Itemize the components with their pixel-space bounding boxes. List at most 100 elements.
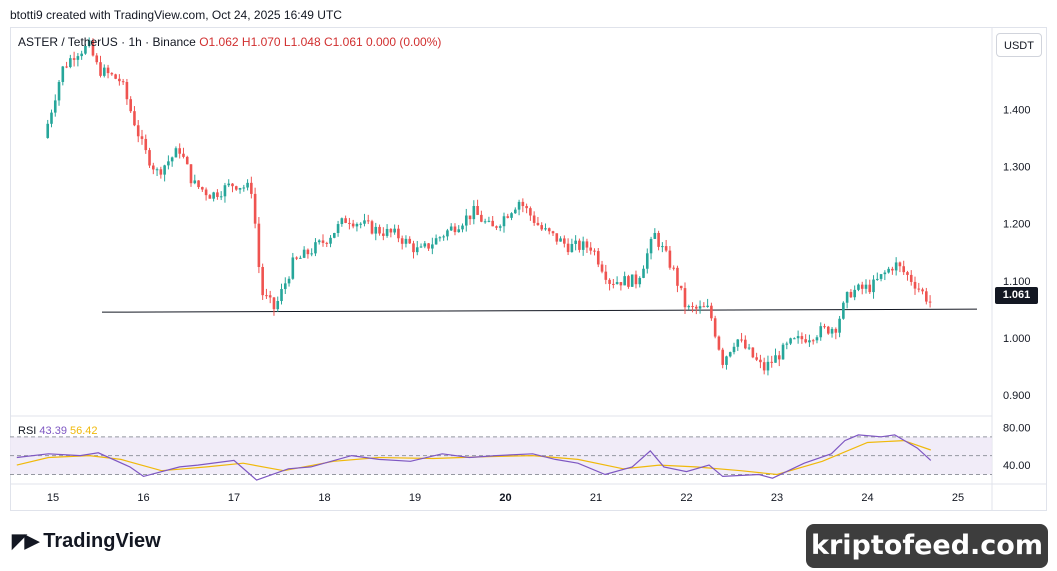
- candle-body: [446, 230, 449, 237]
- candle-body: [261, 267, 264, 296]
- rsi-tick-label: 80.00: [1003, 422, 1031, 434]
- candle-body: [291, 257, 295, 279]
- candle-body: [378, 226, 381, 234]
- candle-body: [272, 297, 276, 310]
- candle-body: [593, 250, 596, 252]
- candle-body: [170, 157, 174, 162]
- currency-button[interactable]: USDT: [996, 33, 1042, 57]
- candle-body: [608, 279, 611, 284]
- candle-body: [102, 67, 106, 76]
- candle-body: [634, 274, 638, 285]
- candle-body: [65, 66, 68, 68]
- candle-body: [287, 278, 291, 284]
- candle-body: [242, 187, 246, 189]
- time-tick-label: 15: [47, 492, 59, 504]
- tradingview-logo[interactable]: ◤▶ TradingView: [12, 530, 161, 553]
- candle-body: [630, 274, 634, 287]
- candle-body: [397, 228, 400, 239]
- candle-body: [525, 206, 528, 209]
- candle-body: [838, 318, 841, 333]
- candle-body: [789, 338, 792, 344]
- candle-body: [400, 238, 404, 244]
- candle-body: [412, 243, 415, 253]
- candle-body: [698, 306, 702, 309]
- candle-body: [148, 150, 151, 166]
- rsi-legend[interactable]: RSI 43.39 56.42: [18, 425, 98, 437]
- candle-body: [540, 225, 543, 230]
- candle-body: [333, 233, 336, 238]
- candle-body: [600, 264, 604, 272]
- candle-body: [208, 195, 212, 199]
- candle-body: [317, 240, 321, 243]
- candle-body: [800, 336, 804, 340]
- time-tick-label: 24: [861, 492, 873, 504]
- candle-body: [310, 253, 313, 255]
- candle-body: [664, 246, 668, 251]
- candle-body: [649, 238, 653, 254]
- candle-body: [283, 283, 287, 290]
- candle-body: [713, 318, 717, 337]
- symbol-label[interactable]: ASTER / TetherUS · 1h · Binance: [18, 35, 196, 49]
- candle-body: [53, 100, 57, 113]
- rsi-value: 43.39: [39, 425, 67, 437]
- candle-body: [506, 216, 510, 218]
- candle-body: [876, 278, 879, 280]
- candle-body: [808, 340, 811, 343]
- candle-body: [774, 355, 777, 363]
- candle-body: [547, 228, 551, 232]
- candle-body: [883, 272, 887, 275]
- candle-body: [144, 138, 148, 151]
- candle-body: [464, 215, 468, 226]
- candle-body: [385, 228, 389, 236]
- candle-body: [427, 243, 430, 249]
- candle-body: [872, 279, 875, 293]
- ohlc-values: O1.062 H1.070 L1.048 C1.061 0.000 (0.00%…: [199, 35, 442, 49]
- candle-body: [842, 302, 845, 319]
- candle-body: [898, 262, 902, 267]
- candle-body: [389, 228, 393, 233]
- candle-body: [114, 74, 117, 79]
- candle-body: [642, 268, 645, 278]
- symbol-legend[interactable]: ASTER / TetherUS · 1h · Binance O1.062 H…: [18, 35, 441, 49]
- candle-body: [657, 232, 660, 247]
- candle-body: [189, 164, 193, 184]
- candle-body: [80, 53, 83, 57]
- candle-body: [366, 220, 370, 222]
- candle-body: [185, 156, 189, 165]
- candle-body: [461, 225, 464, 230]
- candle-body: [819, 326, 823, 338]
- candle-body: [687, 306, 691, 308]
- candle-body: [306, 249, 310, 255]
- candle-body: [755, 357, 758, 360]
- candle-body: [299, 257, 302, 259]
- candle-body: [627, 276, 630, 287]
- candle-body: [834, 328, 838, 333]
- candle-body: [423, 243, 427, 247]
- price-tick-label: 1.300: [1003, 162, 1031, 174]
- candle-body: [826, 326, 830, 334]
- candle-body: [491, 220, 494, 227]
- candle-body: [61, 66, 65, 82]
- candle-body: [121, 81, 125, 83]
- candle-body: [766, 361, 770, 371]
- candle-body: [551, 231, 555, 234]
- candle-body: [596, 251, 600, 265]
- candle-body: [72, 58, 76, 60]
- candle-body: [231, 183, 234, 187]
- price-tick-label: 0.900: [1003, 390, 1031, 402]
- candle-body: [894, 262, 898, 271]
- candle-body: [668, 250, 672, 268]
- candle-body: [336, 224, 340, 234]
- candle-body: [906, 272, 909, 275]
- candle-body: [728, 352, 732, 357]
- candle-body: [902, 266, 905, 273]
- candle-body: [679, 285, 683, 289]
- candle-body: [683, 288, 687, 308]
- candle-body: [732, 346, 736, 353]
- last-price-label: 1.061: [995, 287, 1038, 304]
- candle-body: [69, 58, 72, 68]
- candle-body: [434, 238, 438, 245]
- candle-body: [476, 206, 479, 215]
- candle-body: [321, 240, 325, 243]
